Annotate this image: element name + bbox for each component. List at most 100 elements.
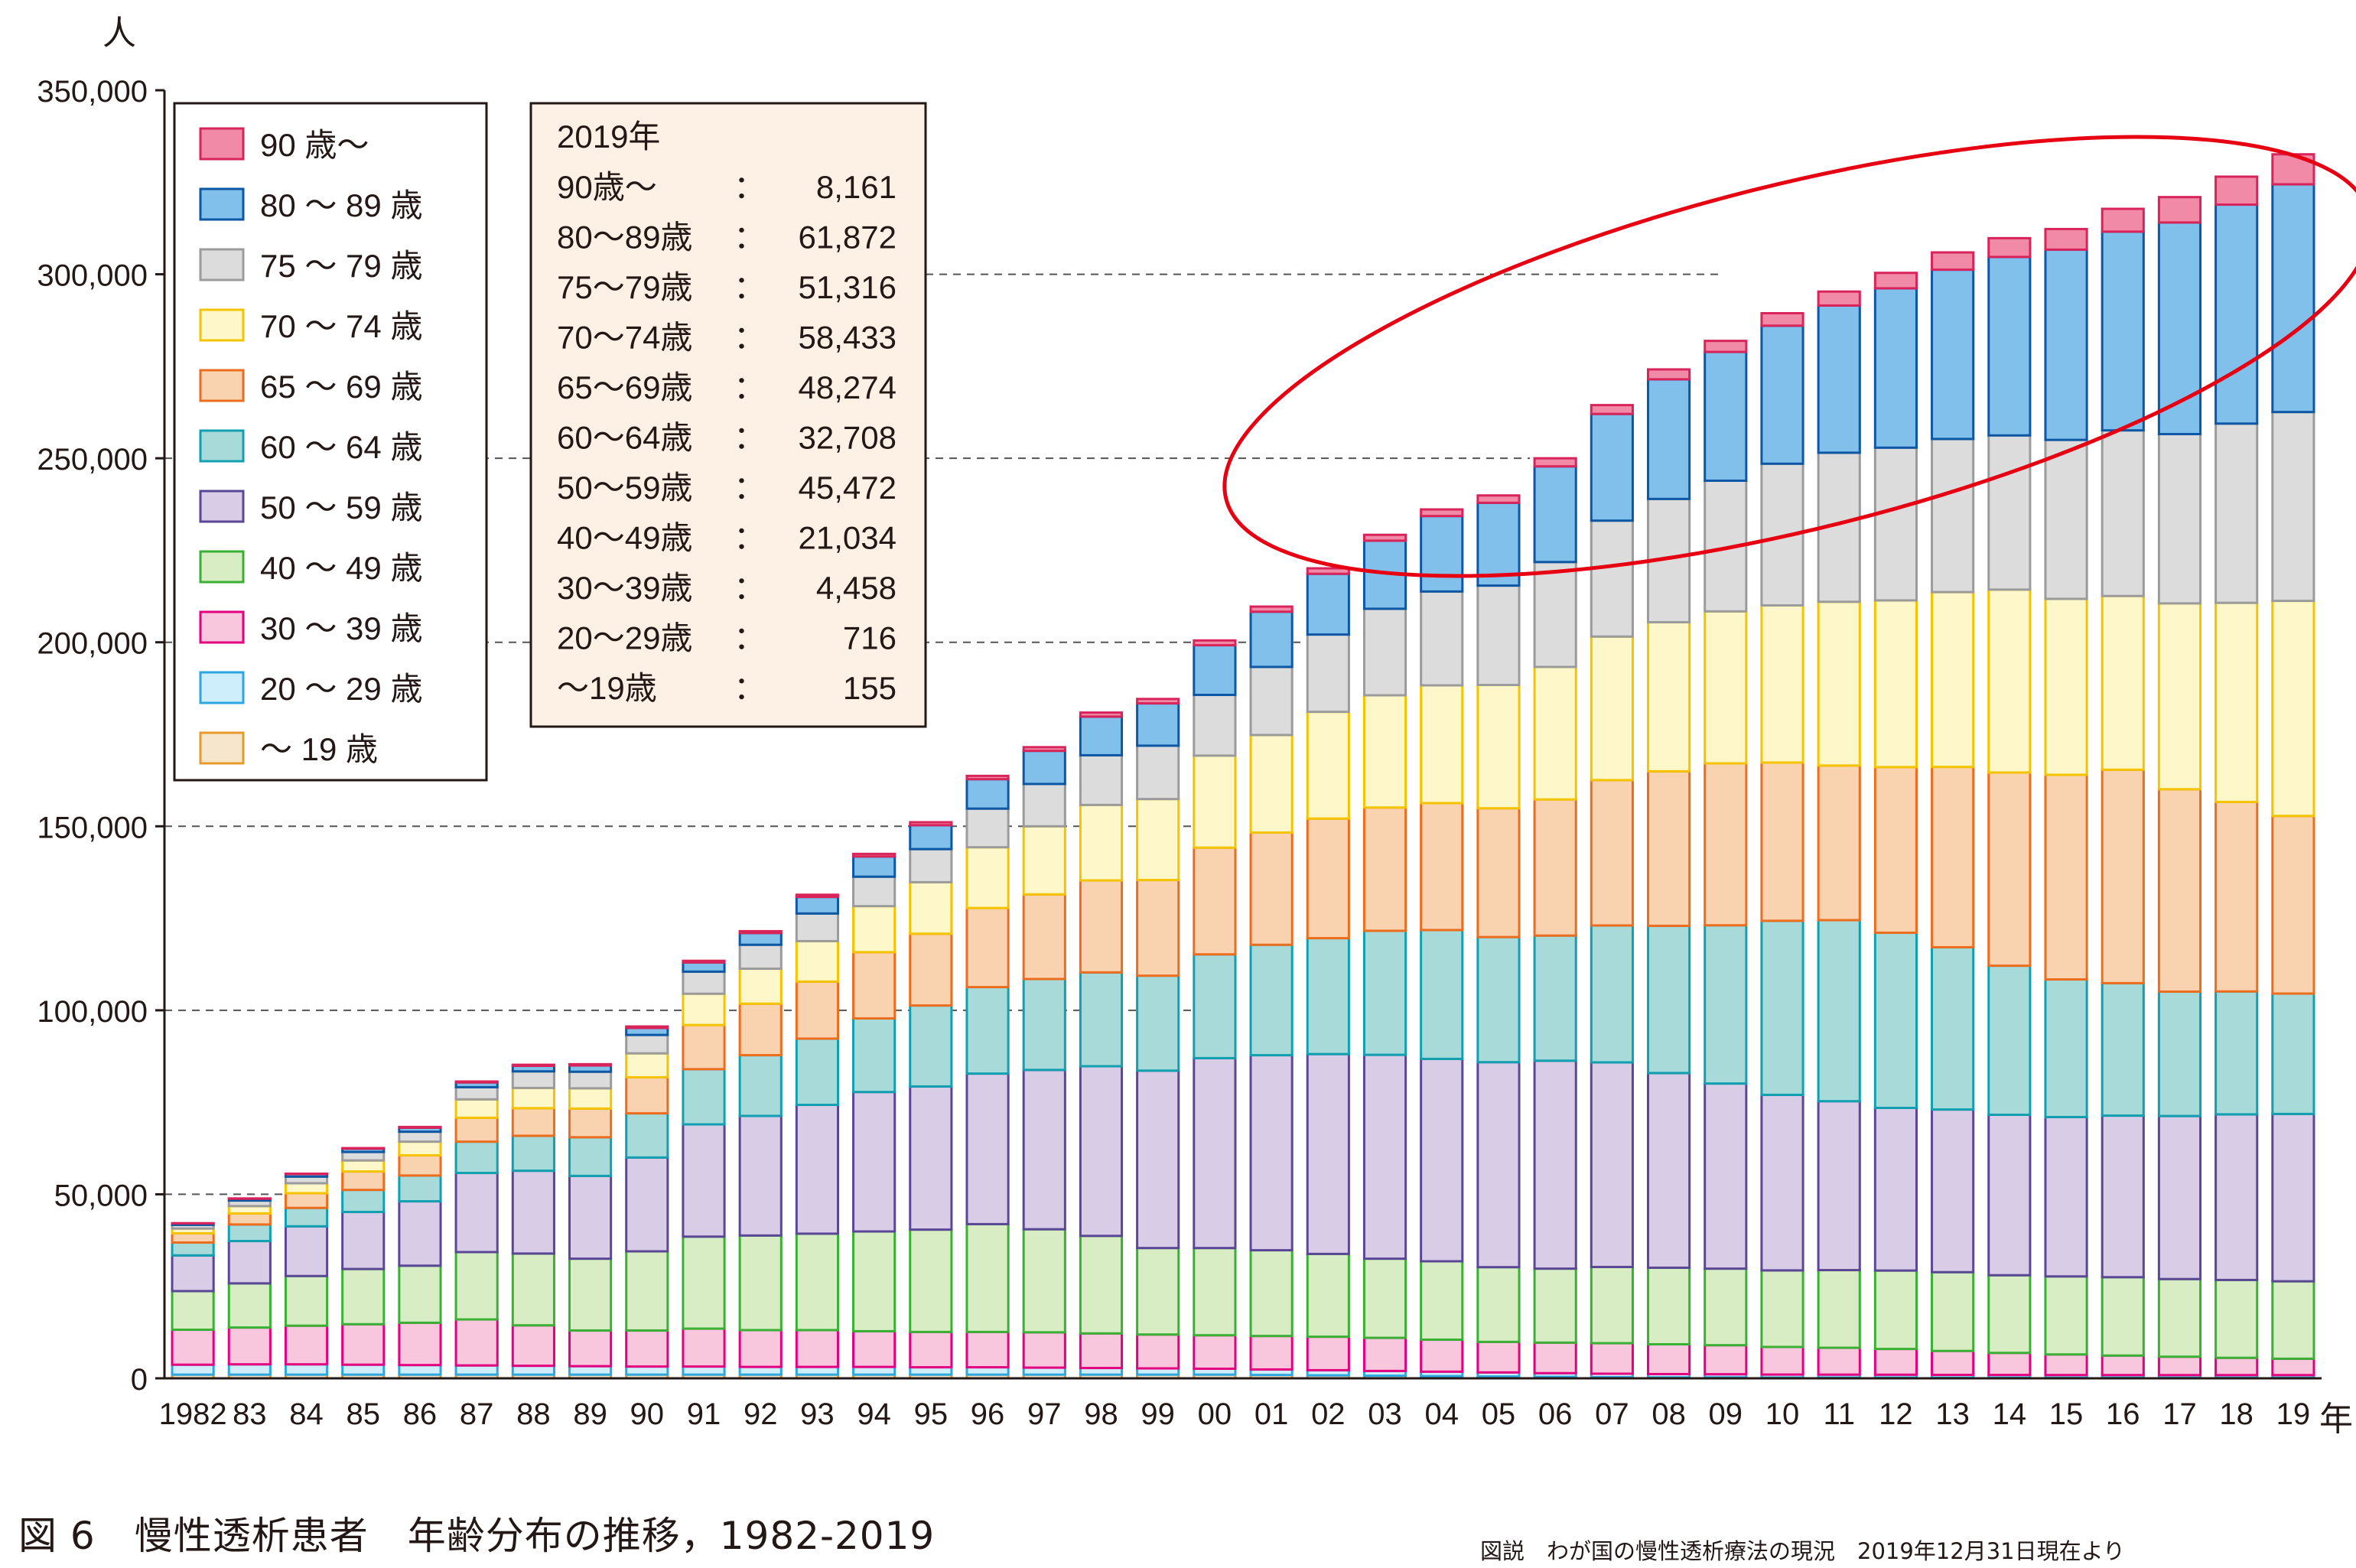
bar-segment bbox=[1760, 324, 1804, 465]
bar-segment bbox=[568, 1087, 613, 1110]
bar-segment bbox=[795, 1037, 840, 1107]
bar-segment bbox=[2214, 1278, 2259, 1359]
bar-segment bbox=[1987, 965, 2032, 1116]
bar-segment bbox=[1249, 665, 1294, 737]
bar-segment bbox=[454, 1140, 499, 1175]
bar-segment bbox=[1079, 879, 1124, 974]
annotation-row-value: 4,458 bbox=[816, 570, 897, 606]
bar-segment bbox=[1193, 694, 1237, 757]
annotation-row-value: 21,034 bbox=[799, 520, 897, 556]
x-tick-label: 88 bbox=[516, 1397, 551, 1431]
bar-segment bbox=[1817, 764, 1861, 922]
legend-swatch bbox=[199, 490, 245, 523]
bar-segment bbox=[1704, 610, 1748, 765]
bar-segment bbox=[1817, 919, 1861, 1103]
bar-segment bbox=[1704, 924, 1748, 1085]
bar-segment bbox=[1817, 290, 1861, 307]
bar-segment bbox=[965, 774, 1010, 781]
bar-segment bbox=[284, 1192, 329, 1209]
bar-segment bbox=[1931, 1349, 1975, 1376]
bar-segment bbox=[1079, 1332, 1124, 1370]
bar-segment bbox=[1022, 825, 1066, 896]
bar-segment bbox=[454, 1116, 499, 1143]
bar-segment bbox=[1136, 1069, 1180, 1250]
bar-segment bbox=[738, 1002, 783, 1057]
bar-segment bbox=[1362, 533, 1407, 542]
bar-segment bbox=[909, 1004, 953, 1088]
bar-segment bbox=[227, 1212, 272, 1226]
bar-segment bbox=[852, 1230, 897, 1332]
bar-segment bbox=[2157, 602, 2202, 791]
x-tick-label: 97 bbox=[1027, 1397, 1062, 1431]
bar-segment bbox=[909, 824, 953, 851]
bar-segment bbox=[2271, 815, 2315, 995]
bar-segment bbox=[1590, 519, 1634, 638]
annotation-row-label: 50～59歳 bbox=[557, 470, 692, 506]
bar-segment bbox=[511, 1070, 555, 1089]
bar-segment bbox=[682, 1365, 726, 1376]
bar-segment bbox=[965, 1330, 1010, 1369]
bar-segment bbox=[2157, 1277, 2202, 1358]
bar-segment bbox=[1193, 1334, 1237, 1370]
legend-label: 30 ～ 39 歳 bbox=[260, 610, 422, 646]
bar-segment bbox=[1136, 1247, 1180, 1336]
bar-segment bbox=[568, 1070, 613, 1090]
bar-segment bbox=[1476, 1340, 1521, 1374]
bar-segment bbox=[2214, 1356, 2259, 1377]
x-tick-label: 90 bbox=[630, 1397, 665, 1431]
bar-segment bbox=[1873, 1348, 1918, 1376]
bar-segment bbox=[682, 1023, 726, 1071]
bar-segment bbox=[1079, 971, 1124, 1068]
bar-segment bbox=[1817, 1346, 1861, 1376]
legend-swatch bbox=[199, 429, 245, 463]
bar-segment bbox=[1193, 639, 1237, 647]
bar-segment bbox=[1646, 620, 1691, 773]
bar-segment bbox=[1873, 272, 1918, 290]
bar-segment bbox=[341, 1267, 386, 1326]
x-tick-label: 85 bbox=[346, 1397, 380, 1431]
legend-swatch bbox=[199, 671, 245, 704]
bar-segment bbox=[1590, 635, 1634, 782]
bar-segment bbox=[341, 1147, 386, 1150]
bar-segment bbox=[511, 1324, 555, 1368]
legend-label: 40 ～ 49 歳 bbox=[260, 550, 422, 586]
bar-segment bbox=[1420, 1338, 1464, 1373]
x-tick-label: 02 bbox=[1311, 1397, 1346, 1431]
x-tick-label: 93 bbox=[800, 1397, 835, 1431]
bar-segment bbox=[1760, 1345, 1804, 1376]
bar-segment bbox=[398, 1321, 442, 1367]
bar-segment bbox=[1987, 1113, 2032, 1277]
bar-segment bbox=[625, 1075, 669, 1115]
bar-segment bbox=[852, 1017, 897, 1094]
bar-segment bbox=[795, 893, 840, 899]
bar-segment bbox=[1987, 255, 2032, 437]
bar-segment bbox=[398, 1200, 442, 1267]
bar-segment bbox=[511, 1134, 555, 1173]
bar-segment bbox=[738, 1114, 783, 1237]
bar-segment bbox=[1533, 1341, 1577, 1374]
bar-segment bbox=[171, 1241, 215, 1257]
x-tick-label: 01 bbox=[1254, 1397, 1289, 1431]
bar-segment bbox=[227, 1326, 272, 1366]
bar-segment bbox=[2044, 1115, 2088, 1278]
bar-segment bbox=[2271, 1357, 2315, 1377]
bar-segment bbox=[1704, 1267, 1748, 1347]
bar-segment bbox=[1987, 1352, 2032, 1377]
bar-segment bbox=[2214, 1113, 2259, 1281]
bar-segment bbox=[1760, 919, 1804, 1096]
annotation-row-colon: ： bbox=[734, 269, 766, 305]
legend-label: 20 ～ 29 歳 bbox=[260, 671, 422, 707]
bar-segment bbox=[1873, 599, 1918, 769]
bar-segment bbox=[1760, 1269, 1804, 1348]
bar-segment bbox=[1420, 929, 1464, 1060]
bar-segment bbox=[1760, 761, 1804, 922]
bar-segment bbox=[227, 1223, 272, 1243]
bar-segment bbox=[2101, 429, 2145, 597]
bar-segment bbox=[909, 847, 953, 883]
bar-segment bbox=[2214, 175, 2259, 207]
annotation-row-value: 8,161 bbox=[816, 169, 897, 205]
annotation-row-colon: ： bbox=[734, 220, 766, 255]
bar-segment bbox=[738, 1054, 783, 1117]
bar-segment bbox=[1420, 684, 1464, 805]
bar-segment bbox=[1136, 879, 1180, 978]
